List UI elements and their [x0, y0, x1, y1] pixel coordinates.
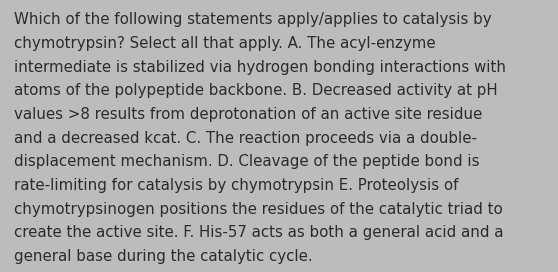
- Text: rate-limiting for catalysis by chymotrypsin E. Proteolysis of: rate-limiting for catalysis by chymotryp…: [14, 178, 459, 193]
- Text: intermediate is stabilized via hydrogen bonding interactions with: intermediate is stabilized via hydrogen …: [14, 60, 506, 75]
- Text: atoms of the polypeptide backbone. B. Decreased activity at pH: atoms of the polypeptide backbone. B. De…: [14, 83, 498, 98]
- Text: Which of the following statements apply/applies to catalysis by: Which of the following statements apply/…: [14, 12, 492, 27]
- Text: chymotrypsin? Select all that apply. A. The acyl-enzyme: chymotrypsin? Select all that apply. A. …: [14, 36, 436, 51]
- Text: values >8 results from deprotonation of an active site residue: values >8 results from deprotonation of …: [14, 107, 482, 122]
- Text: general base during the catalytic cycle.: general base during the catalytic cycle.: [14, 249, 312, 264]
- Text: displacement mechanism. D. Cleavage of the peptide bond is: displacement mechanism. D. Cleavage of t…: [14, 154, 479, 169]
- Text: and a decreased kcat. C. The reaction proceeds via a double-: and a decreased kcat. C. The reaction pr…: [14, 131, 477, 146]
- Text: create the active site. F. His-57 acts as both a general acid and a: create the active site. F. His-57 acts a…: [14, 225, 503, 240]
- Text: chymotrypsinogen positions the residues of the catalytic triad to: chymotrypsinogen positions the residues …: [14, 202, 503, 217]
